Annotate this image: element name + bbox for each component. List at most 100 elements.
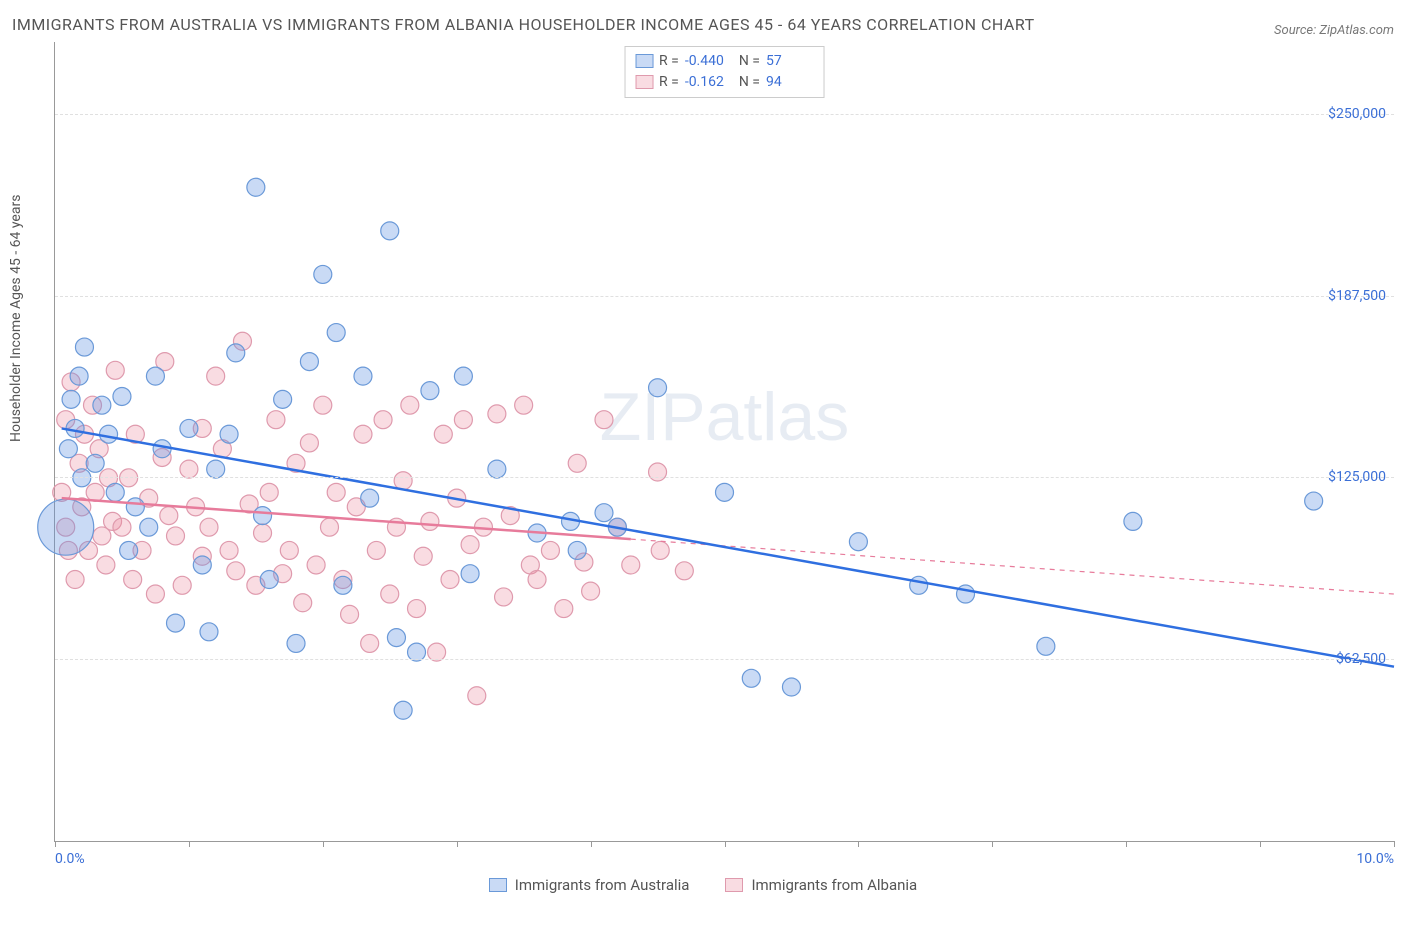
data-point: [227, 343, 245, 361]
data-point: [227, 561, 245, 579]
legend-label: Immigrants from Albania: [751, 876, 917, 894]
data-point: [260, 570, 278, 588]
data-point: [260, 483, 278, 501]
data-point: [38, 499, 94, 555]
x-tick: [1394, 841, 1395, 847]
data-point: [200, 622, 218, 640]
r-value: -0.440: [685, 51, 733, 72]
x-tick: [725, 841, 726, 847]
data-point: [207, 460, 225, 478]
data-point: [113, 518, 131, 536]
data-point: [274, 390, 292, 408]
data-point: [421, 512, 439, 530]
data-point: [200, 518, 218, 536]
data-point: [675, 561, 693, 579]
data-point: [1305, 492, 1323, 510]
data-point: [334, 576, 352, 594]
data-point: [716, 483, 734, 501]
plot-area: ZIPatlas R = -0.440 N = 57 R = -0.162 N …: [54, 42, 1394, 842]
series-legend: Immigrants from Australia Immigrants from…: [12, 876, 1394, 896]
r-value: -0.162: [685, 72, 733, 93]
data-point: [595, 503, 613, 521]
data-point: [120, 541, 138, 559]
legend-item: Immigrants from Albania: [725, 876, 917, 894]
data-point: [75, 338, 93, 356]
data-point: [320, 518, 338, 536]
data-point: [146, 367, 164, 385]
data-point: [86, 454, 104, 472]
data-point: [408, 599, 426, 617]
y-tick-label: $187,500: [1328, 288, 1386, 304]
data-point: [254, 506, 272, 524]
data-point: [421, 381, 439, 399]
data-point: [307, 556, 325, 574]
data-point: [341, 605, 359, 623]
y-tick-label: $62,500: [1336, 651, 1386, 667]
data-point: [568, 454, 586, 472]
data-point: [113, 387, 131, 405]
data-point: [300, 352, 318, 370]
data-point: [361, 634, 379, 652]
data-point: [193, 556, 211, 574]
data-point: [66, 570, 84, 588]
data-point: [220, 541, 238, 559]
data-point: [126, 497, 144, 515]
data-point: [180, 419, 198, 437]
x-tick: [591, 841, 592, 847]
data-point: [649, 378, 667, 396]
y-tick-label: $250,000: [1328, 106, 1386, 122]
data-point: [354, 367, 372, 385]
data-point: [220, 425, 238, 443]
data-point: [528, 570, 546, 588]
data-point: [180, 460, 198, 478]
data-point: [167, 614, 185, 632]
gridline: [55, 659, 1394, 660]
data-point: [59, 439, 77, 457]
data-point: [207, 367, 225, 385]
data-point: [910, 576, 928, 594]
data-point: [387, 628, 405, 646]
data-point: [541, 541, 559, 559]
n-label: N =: [739, 72, 760, 93]
data-point: [742, 669, 760, 687]
y-axis-label: Householder Income Ages 45 - 64 years: [8, 194, 24, 441]
x-tick-label: 10.0%: [1356, 851, 1394, 867]
legend-item: Immigrants from Australia: [489, 876, 690, 894]
data-point: [100, 425, 118, 443]
data-point: [354, 425, 372, 443]
data-point: [495, 588, 513, 606]
gridline: [55, 114, 1394, 115]
data-point: [254, 524, 272, 542]
data-point: [314, 396, 332, 414]
data-point: [106, 483, 124, 501]
legend-swatch: [489, 878, 507, 892]
x-tick: [189, 841, 190, 847]
data-point: [488, 460, 506, 478]
data-point: [167, 527, 185, 545]
legend-swatch: [635, 54, 653, 68]
source-label: Source: ZipAtlas.com: [1274, 23, 1394, 38]
data-point: [327, 323, 345, 341]
data-point: [146, 585, 164, 603]
stats-row: R = -0.162 N = 94: [635, 72, 814, 93]
legend-swatch: [635, 75, 653, 89]
r-label: R =: [659, 72, 679, 93]
gridline: [55, 477, 1394, 478]
data-point: [327, 483, 345, 501]
stats-legend: R = -0.440 N = 57 R = -0.162 N = 94: [624, 46, 825, 98]
data-point: [70, 367, 88, 385]
data-point: [381, 585, 399, 603]
data-point: [140, 518, 158, 536]
data-point: [93, 396, 111, 414]
data-point: [582, 582, 600, 600]
x-tick: [858, 841, 859, 847]
data-point: [361, 489, 379, 507]
data-point: [86, 483, 104, 501]
x-tick: [457, 841, 458, 847]
data-point: [622, 556, 640, 574]
chart-title: IMMIGRANTS FROM AUSTRALIA VS IMMIGRANTS …: [12, 12, 1035, 38]
n-value: 94: [766, 72, 814, 93]
x-tick: [1260, 841, 1261, 847]
r-label: R =: [659, 51, 679, 72]
data-point: [160, 506, 178, 524]
